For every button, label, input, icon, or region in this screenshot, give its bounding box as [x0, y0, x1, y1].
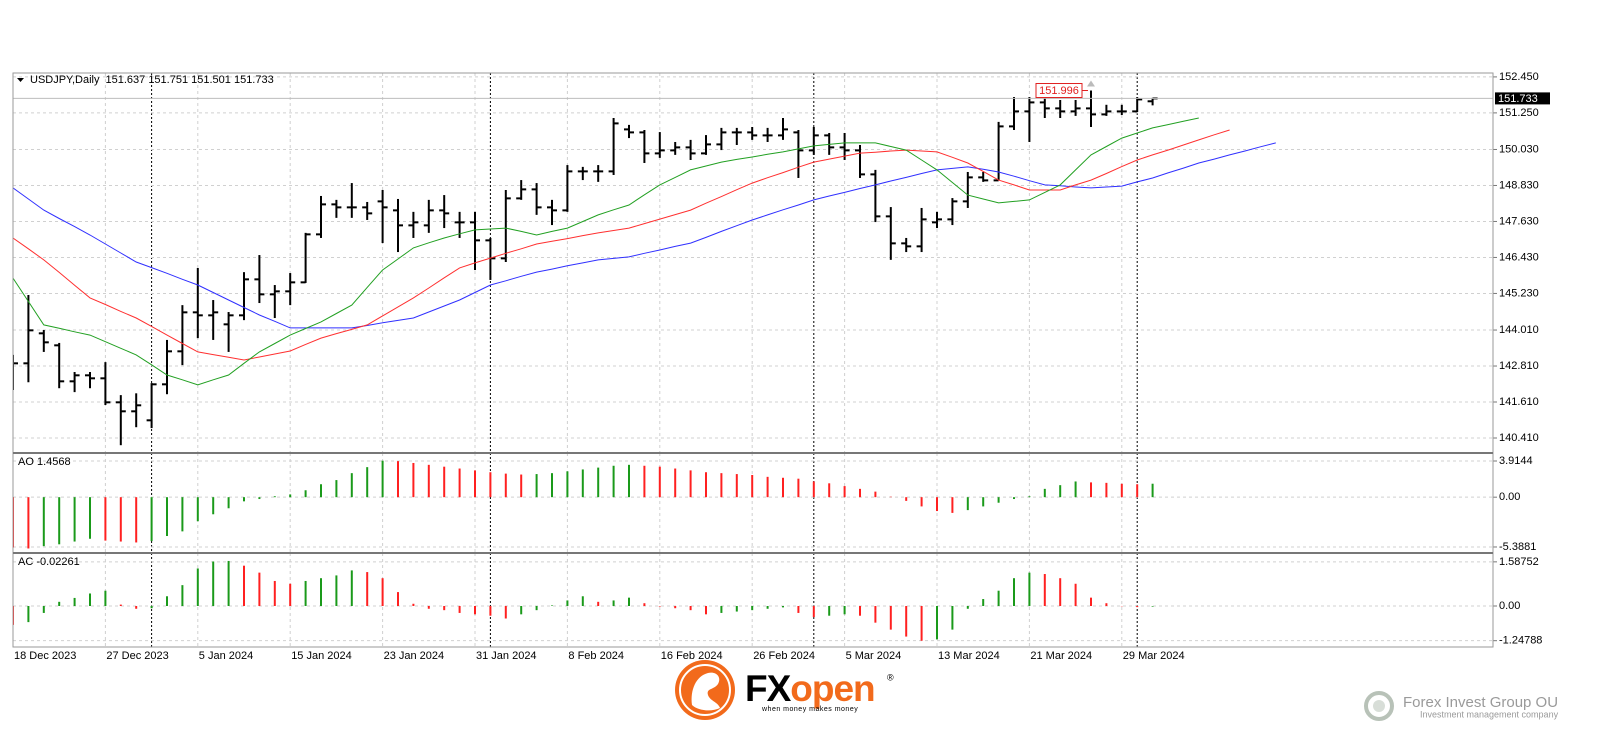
- y-tick-label: 151.250: [1499, 107, 1539, 119]
- x-tick-label: 29 Mar 2024: [1123, 650, 1185, 662]
- x-tick-label: 23 Jan 2024: [384, 650, 445, 662]
- moving-average-line: [13, 129, 1230, 361]
- last-price-label: 151.733: [1498, 93, 1538, 105]
- ao-title: AO 1.4568: [18, 456, 71, 468]
- y-tick-label: 144.010: [1499, 324, 1539, 336]
- ac-title: AC -0.02261: [18, 556, 80, 568]
- ao-panel: [13, 460, 1154, 549]
- brand-mark: ®: [887, 672, 894, 682]
- y-tick-label: 3.9144: [1499, 455, 1533, 467]
- x-tick-label: 31 Jan 2024: [476, 650, 537, 662]
- high-label-box: [1035, 83, 1083, 99]
- symbol-title: USDJPY,Daily: [30, 74, 100, 86]
- y-tick-label: 152.450: [1499, 71, 1539, 83]
- tagline: when money makes money: [761, 706, 858, 713]
- y-tick-label: 1.58752: [1499, 556, 1539, 568]
- x-tick-label: 26 Feb 2024: [753, 650, 815, 662]
- x-tick-label: 18 Dec 2023: [14, 650, 76, 662]
- price-panel: [13, 90, 1276, 446]
- x-tick-label: 15 Jan 2024: [291, 650, 352, 662]
- y-tick-label: 140.410: [1499, 432, 1539, 444]
- x-tick-label: 21 Mar 2024: [1030, 650, 1092, 662]
- ac-panel: [13, 560, 1154, 641]
- y-tick-label: 141.610: [1499, 396, 1539, 408]
- brand: FXopen: [745, 668, 875, 709]
- partner-name: Forex Invest Group OU: [1403, 694, 1558, 711]
- y-tick-label: 150.030: [1499, 143, 1539, 155]
- brand-open: open: [790, 668, 874, 709]
- high-fractal: [1087, 80, 1095, 87]
- y-tick-label: -1.24788: [1499, 635, 1542, 647]
- x-tick-label: 16 Feb 2024: [661, 650, 723, 662]
- high-label: 151.996: [1039, 85, 1079, 97]
- partner-subtitle: Investment management company: [1420, 709, 1559, 719]
- ohlc-values: 151.637 151.751 151.501 151.733: [106, 74, 274, 86]
- y-tick-label: 0.00: [1499, 600, 1520, 612]
- y-tick-label: 142.810: [1499, 360, 1539, 372]
- x-tick-label: 5 Mar 2024: [846, 650, 902, 662]
- y-tick-label: -5.3881: [1499, 541, 1536, 553]
- y-tick-label: 0.00: [1499, 491, 1520, 503]
- y-tick-label: 145.230: [1499, 287, 1539, 299]
- y-tick-label: 148.830: [1499, 179, 1539, 191]
- moving-average-line: [13, 142, 1276, 329]
- fxopen-logo: FXopen ® when money makes money: [675, 660, 894, 720]
- y-tick-label: 146.430: [1499, 251, 1539, 263]
- y-tick-label: 147.630: [1499, 215, 1539, 227]
- x-tick-label: 13 Mar 2024: [938, 650, 1000, 662]
- logo-figure: [691, 672, 720, 711]
- menu-arrow[interactable]: [17, 78, 24, 82]
- moving-average-line: [13, 117, 1199, 386]
- overlay-layer: 18 Dec 2023 27 Dec 2023 5 Jan 2024 15 Jan 2…: [13, 71, 1550, 662]
- partner-icon-core: [1373, 700, 1385, 712]
- partner-logo: Forex Invest Group OU Investment managem…: [1364, 691, 1559, 721]
- x-tick-label: 27 Dec 2023: [106, 650, 168, 662]
- x-tick-label: 8 Feb 2024: [568, 650, 624, 662]
- partner-icon: [1364, 691, 1394, 721]
- x-tick-label: 5 Jan 2024: [199, 650, 253, 662]
- brand-fx: FX: [745, 668, 792, 709]
- last-price-tag: [1495, 92, 1550, 105]
- logo-ring: [679, 664, 731, 716]
- symbol-header: USDJPY,Daily 151.637 151.751 151.501 151.…: [30, 74, 274, 86]
